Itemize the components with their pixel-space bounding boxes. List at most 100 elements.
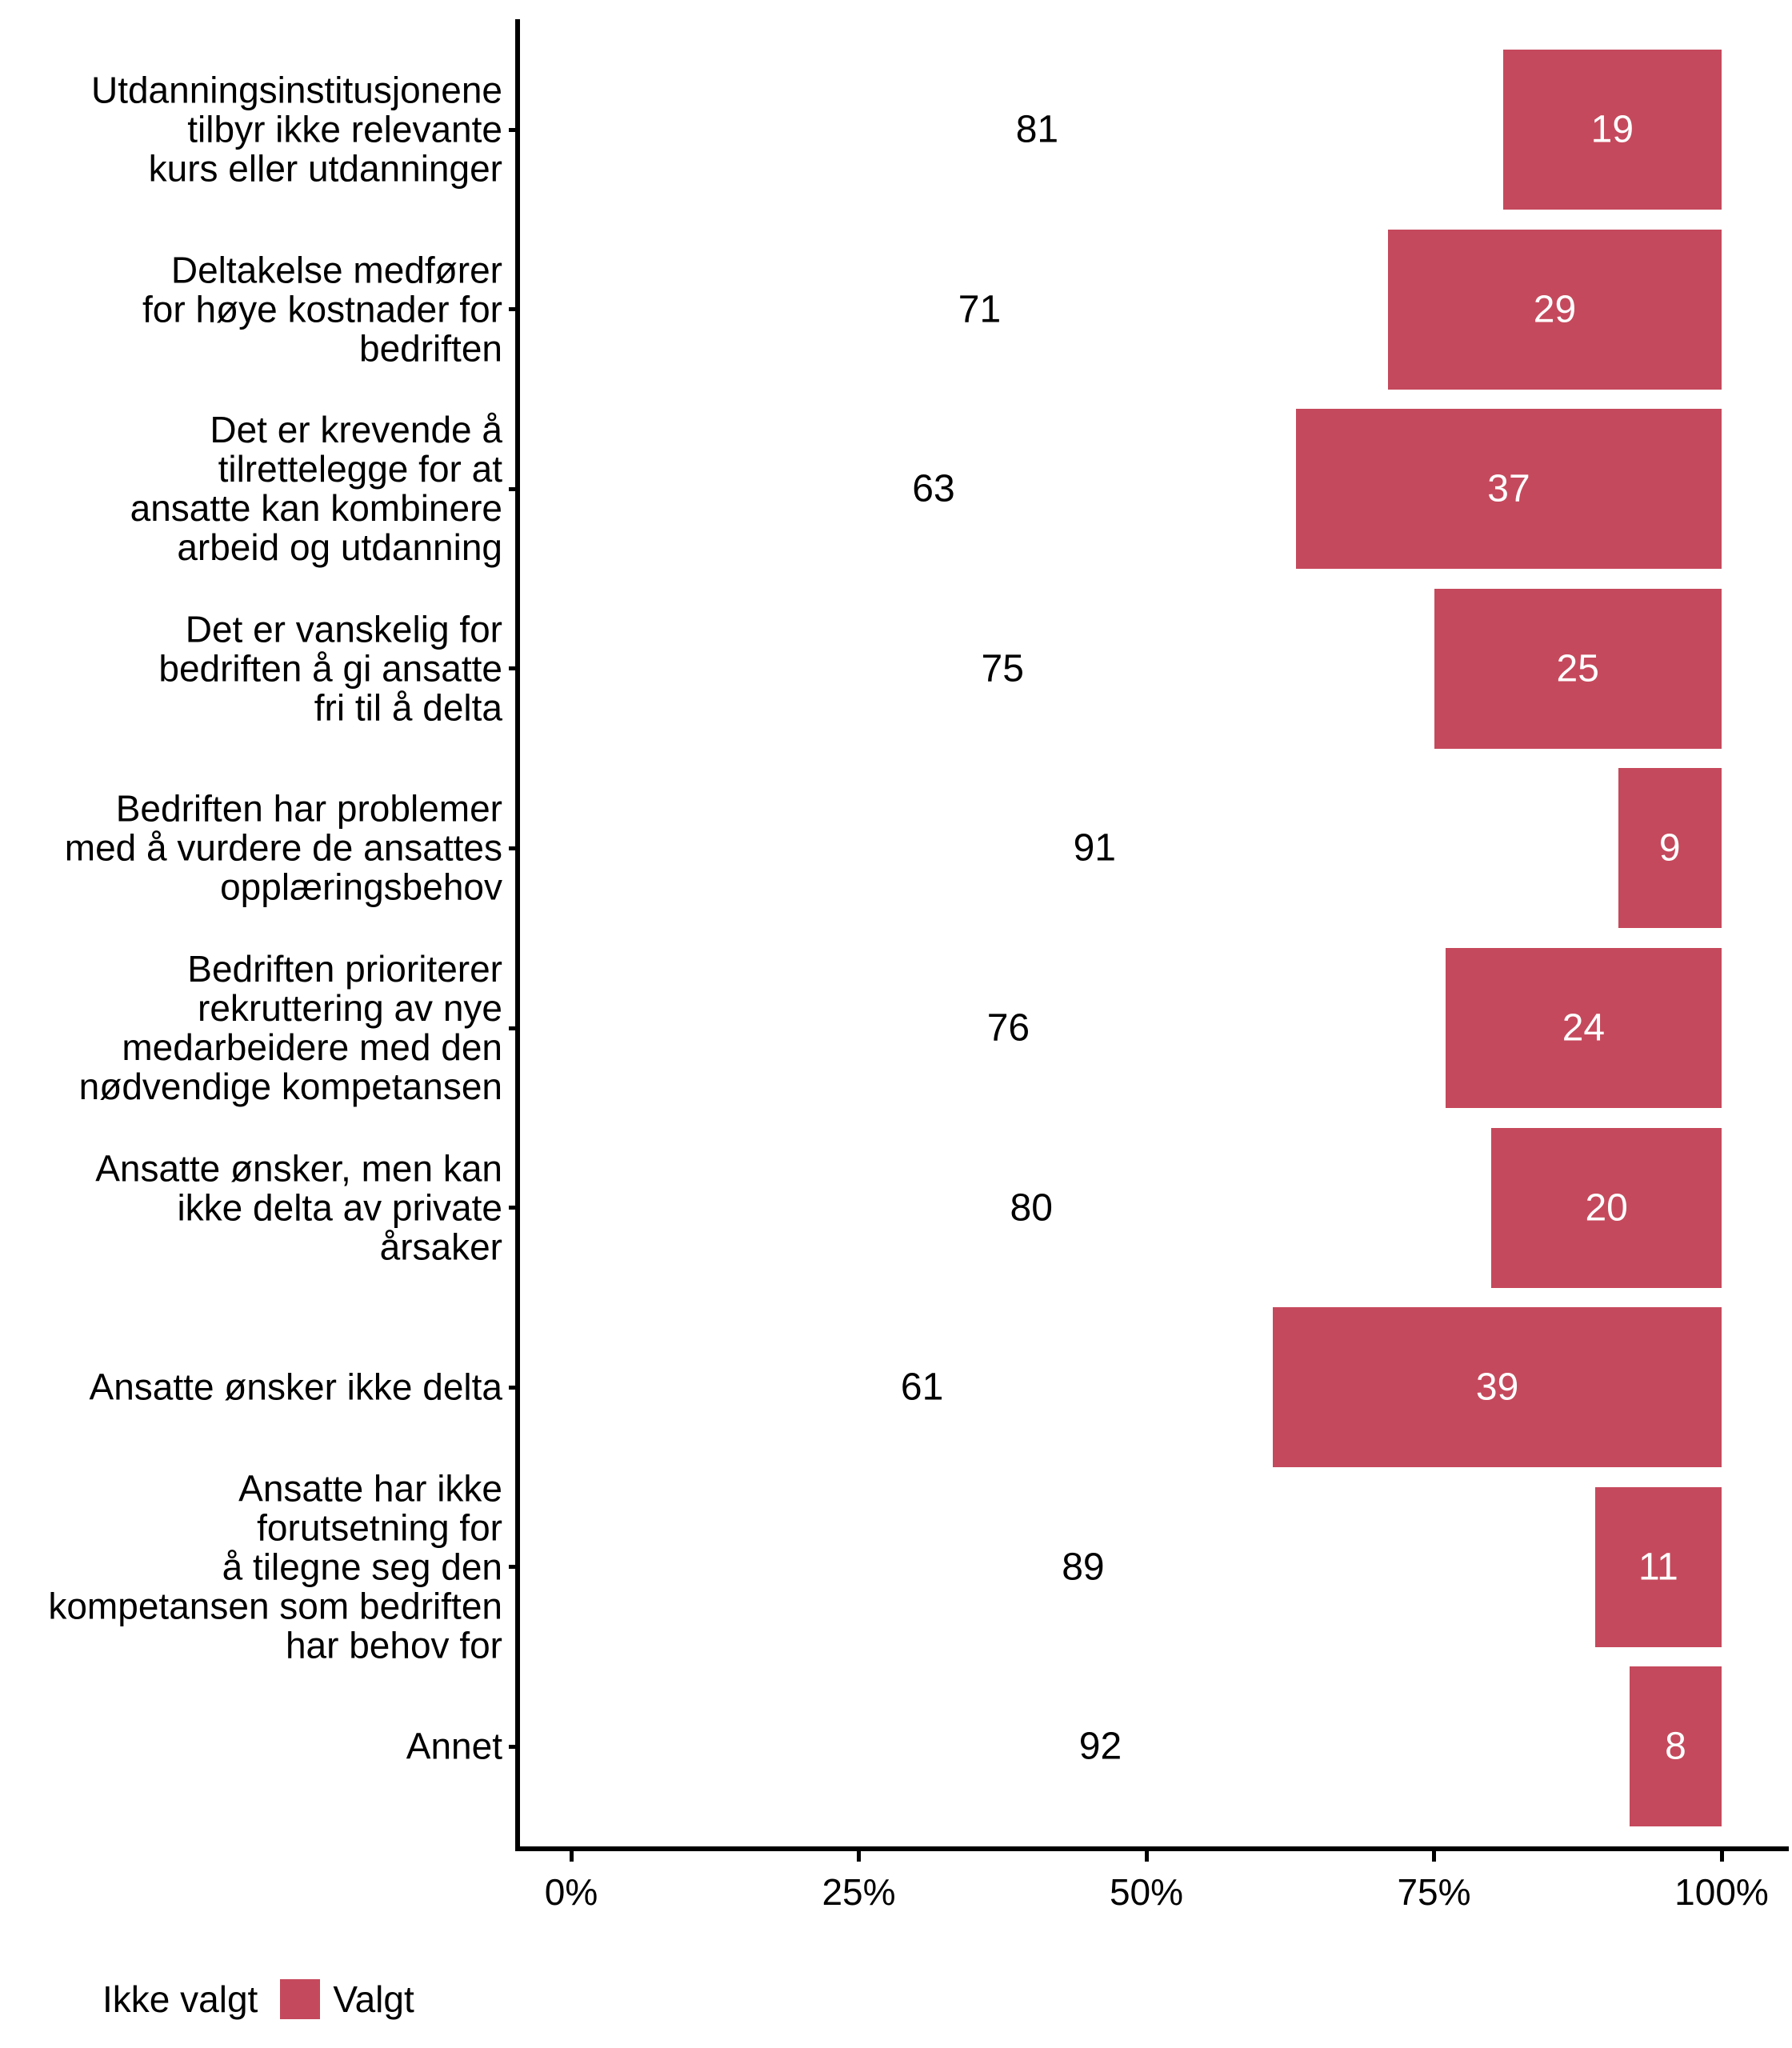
y-tick-mark (509, 1206, 520, 1210)
category-label: Utdanningsinstitusjonene tilbyr ikke rele… (0, 69, 502, 190)
category-label-line: å tilegne seg den (222, 1546, 502, 1588)
category-label-line: Det er krevende å (210, 409, 502, 451)
category-label-line: Bedriften prioriterer (187, 948, 502, 990)
y-tick-mark (509, 1744, 520, 1749)
x-tick-label: 100% (1674, 1871, 1769, 1913)
y-tick-mark (509, 666, 520, 671)
category-label-line: kompetansen som bedriften (48, 1585, 502, 1627)
category-label-line: arbeid og utdanning (177, 526, 502, 569)
value-label-ikke-valgt: 92 (1078, 1725, 1122, 1768)
category-label-line: tilbyr ikke relevante (187, 108, 502, 150)
category-label-line: ansatte kan kombinere (130, 487, 502, 530)
y-tick-mark (509, 846, 520, 850)
category-label: Deltakelse medfører for høye kostnader fo… (0, 250, 502, 368)
x-tick-label: 75% (1397, 1871, 1471, 1913)
y-tick-mark (509, 127, 520, 132)
category-label-line: Ansatte har ikke (238, 1467, 502, 1510)
legend-item: Ikke valgt (50, 1978, 258, 2021)
x-tick-label: 0% (544, 1871, 598, 1913)
category-label: Ansatte har ikke forutsetning for å tilegn… (0, 1469, 502, 1665)
x-tick-mark (857, 1851, 861, 1862)
legend-label: Ikke valgt (102, 1978, 258, 2020)
value-label-ikke-valgt: 91 (1073, 826, 1116, 870)
category-label: Ansatte ønsker ikke delta (0, 1366, 502, 1408)
value-label-valgt: 19 (1590, 108, 1634, 151)
value-label-ikke-valgt: 75 (981, 647, 1024, 690)
category-label: Annet (0, 1725, 502, 1767)
category-label-line: Utdanningsinstitusjonene (90, 69, 502, 111)
category-label-line: Bedriften har problemer (115, 787, 502, 830)
value-label-valgt: 20 (1585, 1186, 1628, 1230)
y-tick-mark (509, 1565, 520, 1570)
bar-valgt (1387, 229, 1722, 390)
bar-valgt (1491, 1127, 1722, 1288)
legend-label: Valgt (333, 1978, 414, 2020)
category-label-line: bedriften å gi ansatte (158, 647, 502, 690)
category-label: Bedriften har problemer med å vurdere de … (0, 787, 502, 908)
bar-valgt (1502, 50, 1722, 210)
value-label-ikke-valgt: 76 (986, 1006, 1030, 1050)
value-label-ikke-valgt: 89 (1062, 1546, 1105, 1589)
legend-item: Valgt (280, 1978, 414, 2021)
bar-valgt (1445, 948, 1722, 1108)
bar-valgt (1434, 588, 1722, 749)
x-axis-line (515, 1846, 1789, 1851)
bar-valgt (1629, 1666, 1722, 1827)
category-label-line: årsaker (379, 1226, 502, 1268)
category-label-line: rekruttering av nye (198, 987, 502, 1029)
category-label-line: ikke delta av private (177, 1186, 502, 1229)
category-label-line: Annet (406, 1725, 502, 1767)
bar-valgt (1273, 1307, 1722, 1468)
category-label-line: opplæringsbehov (220, 866, 502, 908)
category-label-line: Ansatte ønsker, men kan (95, 1147, 502, 1190)
legend-swatch (280, 1979, 321, 2019)
category-label: Bedriften prioriterer rekruttering av nye… (0, 950, 502, 1106)
category-label: Det er vanskelig for bedriften å gi ansat… (0, 610, 502, 727)
value-label-valgt: 11 (1638, 1546, 1678, 1589)
x-tick-mark (1719, 1851, 1724, 1862)
category-label-line: Det er vanskelig for (185, 608, 502, 650)
y-axis-line (515, 19, 520, 1851)
bar-valgt (1618, 768, 1722, 929)
category-label-line: Ansatte ønsker ikke delta (89, 1366, 502, 1408)
category-label-line: kurs eller utdanninger (148, 147, 502, 190)
x-tick-mark (1144, 1851, 1149, 1862)
category-label-line: nødvendige kompetansen (78, 1066, 502, 1107)
y-tick-mark (509, 1385, 520, 1390)
value-label-valgt: 8 (1665, 1725, 1686, 1768)
value-label-valgt: 39 (1475, 1366, 1519, 1409)
y-tick-mark (509, 1026, 520, 1030)
category-label-line: medarbeidere med den (122, 1026, 502, 1068)
category-label-line: Deltakelse medfører (170, 249, 502, 291)
value-label-ikke-valgt: 80 (1010, 1186, 1053, 1230)
category-label-line: har behov for (285, 1624, 502, 1666)
y-tick-mark (509, 486, 520, 491)
value-label-ikke-valgt: 81 (1015, 108, 1059, 151)
value-label-valgt: 25 (1556, 647, 1599, 690)
value-label-ikke-valgt: 61 (900, 1366, 944, 1409)
category-label: Ansatte ønsker, men kan ikke delta av pri… (0, 1149, 502, 1266)
value-label-valgt: 24 (1562, 1006, 1606, 1050)
x-tick-label: 25% (822, 1871, 896, 1913)
y-tick-mark (509, 307, 520, 312)
value-label-valgt: 9 (1658, 826, 1681, 870)
bar-valgt (1594, 1486, 1722, 1647)
category-label-line: med å vurdere de ansattes (64, 826, 502, 869)
value-label-valgt: 29 (1533, 288, 1577, 331)
category-label-line: tilrettelegge for at (218, 448, 502, 490)
bar-valgt (1295, 409, 1722, 570)
x-tick-mark (569, 1851, 574, 1862)
value-label-ikke-valgt: 71 (958, 288, 1002, 331)
legend-swatch (50, 1979, 90, 2019)
category-label: Det er krevende å tilrettelegge for at ans… (0, 410, 502, 567)
value-label-ikke-valgt: 63 (912, 467, 955, 510)
value-label-valgt: 37 (1487, 467, 1530, 510)
x-tick-mark (1432, 1851, 1436, 1862)
category-label-line: for høye kostnader for (142, 288, 502, 330)
category-label-line: forutsetning for (257, 1506, 502, 1549)
category-label-line: fri til å delta (314, 686, 502, 729)
legend: Ikke valgt Valgt (50, 1978, 437, 2021)
x-tick-label: 50% (1109, 1871, 1184, 1913)
category-label-line: bedriften (358, 327, 502, 370)
